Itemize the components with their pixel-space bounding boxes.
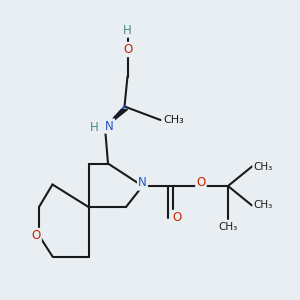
Polygon shape (105, 110, 128, 128)
Text: O: O (172, 211, 182, 224)
Text: O: O (32, 229, 40, 242)
Text: CH₃: CH₃ (218, 221, 238, 232)
Text: N: N (105, 119, 114, 133)
Text: H: H (90, 121, 99, 134)
Text: CH₃: CH₃ (254, 200, 273, 211)
Text: O: O (123, 43, 132, 56)
Text: O: O (196, 176, 206, 190)
Text: N: N (138, 176, 147, 190)
Text: CH₃: CH₃ (164, 115, 184, 125)
Text: CH₃: CH₃ (254, 161, 273, 172)
Text: H: H (123, 23, 132, 37)
